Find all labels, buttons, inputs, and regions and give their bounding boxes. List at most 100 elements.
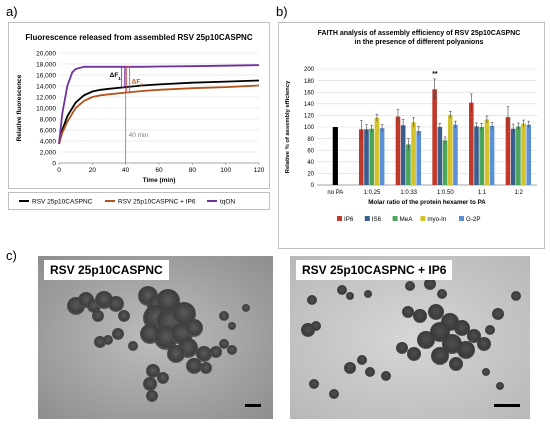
chart-b-frame: FAITH analysis of assembly efficiency of… <box>278 22 545 249</box>
chart-b-ytick-label: 20 <box>307 172 314 178</box>
chart-b-significance-label: ** <box>432 71 438 78</box>
chart-b-bar <box>453 124 458 185</box>
chart-a-xtick-label: 60 <box>155 167 163 174</box>
chart-b-bar <box>416 131 422 185</box>
chart-b-legend-swatch <box>459 216 464 221</box>
chart-b-legend-swatch <box>392 216 398 221</box>
chart-b-legend-swatch <box>420 216 426 221</box>
chart-b-bar <box>395 116 401 185</box>
chart-a-40min-label: 40 min <box>129 132 149 139</box>
chart-a-delta-f1-bracket <box>121 66 126 88</box>
chart-b-bar <box>447 114 453 185</box>
chart-b-bar <box>474 126 479 185</box>
chart-b-bar <box>411 122 416 185</box>
micrograph-left: RSV 25p10CASPNC <box>38 256 273 419</box>
chart-a-legend: RSV 25p10CASPNC RSV 25p10CASPNC + IP6 tqON <box>8 192 270 210</box>
chart-a-ytick-label: 12,000 <box>36 95 56 102</box>
chart-b-ytick-label: 160 <box>304 90 315 96</box>
chart-b-ytick-label: 120 <box>304 114 315 120</box>
chart-b-category-label: 1:0.50 <box>437 190 454 196</box>
chart-a-delta-f1-label: ΔF1 <box>110 72 122 81</box>
chart-a-series-line <box>58 84 260 145</box>
chart-b-bar <box>369 128 374 185</box>
chart-a-delta-f2-bracket <box>126 66 131 94</box>
chart-a-series-line <box>58 64 260 144</box>
chart-a-xtick-label: 40 <box>122 167 130 174</box>
chart-b-title: FAITH analysis of assembly efficiency of… <box>318 30 521 37</box>
chart-b-ytick-label: 60 <box>307 148 314 154</box>
micrograph-right-image <box>290 256 530 419</box>
chart-b-ytick-label: 100 <box>304 125 315 131</box>
chart-b-ytick-label: 40 <box>307 160 314 166</box>
chart-a-title: Fluorescence released from assembled RSV… <box>25 33 252 42</box>
chart-a-xtick-label: 0 <box>57 167 61 174</box>
chart-b-bar <box>521 123 526 185</box>
chart-b-bar <box>489 125 495 185</box>
chart-a-delta-f2-sub: 2 <box>140 82 143 87</box>
chart-b-bar <box>442 140 448 185</box>
chart-b-legend-label: MeA <box>400 216 414 223</box>
chart-b-bar <box>469 102 474 185</box>
chart-a-frame: Fluorescence released from assembled RSV… <box>8 22 270 189</box>
chart-a-delta-f2-label: ΔF2 <box>132 78 144 87</box>
chart-b-subtitle: in the presence of different polyanions <box>355 39 484 46</box>
chart-a-ytick-label: 4,000 <box>40 139 57 146</box>
chart-b-ytick-label: 200 <box>304 67 315 73</box>
chart-b-ytick-label: 180 <box>304 79 315 85</box>
chart-a-legend-label: RSV 25p10CASPNC + IP6 <box>118 199 196 206</box>
panel-label-b: b) <box>276 4 288 19</box>
chart-b-category-label: 1:0.25 <box>364 190 381 196</box>
chart-b-category-label: no PA <box>327 190 343 196</box>
chart-b-ytick-label: 140 <box>304 102 315 108</box>
chart-b-bar <box>400 125 406 185</box>
chart-a-xtick-label: 20 <box>89 167 97 174</box>
chart-a-xlabel: Time (min) <box>143 177 176 184</box>
fluorescence-line-chart: Fluorescence released from assembled RSV… <box>16 33 265 184</box>
panel-label-a: a) <box>6 4 18 19</box>
chart-b-bar <box>479 127 484 185</box>
chart-a-xtick-label: 120 <box>254 167 265 174</box>
chart-a-ytick-label: 20,000 <box>36 51 56 58</box>
chart-b-legend-swatch <box>337 216 342 221</box>
chart-b-xlabel: Molar ratio of the protein hexamer to PA <box>368 199 486 206</box>
chart-a-xtick-label: 100 <box>220 167 231 174</box>
chart-b-ytick-label: 0 <box>311 183 315 189</box>
chart-b-category-label: 1:1 <box>478 190 487 196</box>
chart-a-legend-svg: RSV 25p10CASPNC RSV 25p10CASPNC + IP6 tqON <box>19 199 235 206</box>
chart-b-legend-label: IS6 <box>372 216 382 223</box>
chart-a-ytick-label: 6,000 <box>40 128 57 135</box>
chart-a-ytick-label: 14,000 <box>36 84 56 91</box>
chart-b-legend-swatch <box>364 216 370 221</box>
chart-b-ylabel: Relative % of assembly efficiency <box>285 80 291 173</box>
assembly-efficiency-bar-chart: FAITH analysis of assembly efficiency of… <box>285 30 537 223</box>
chart-b-category-label: 1:2 <box>514 190 523 196</box>
chart-b-category-label: 1:0.33 <box>400 190 417 196</box>
micrograph-right-label: RSV 25p10CASPNC + IP6 <box>296 260 453 280</box>
micrograph-right: RSV 25p10CASPNC + IP6 <box>290 256 530 419</box>
chart-b-bar <box>510 128 516 185</box>
chart-b-bar <box>379 128 385 185</box>
chart-a-ylabel: Relative fluorescence <box>16 74 23 141</box>
chart-b-bar-control <box>332 127 338 185</box>
chart-b-bar <box>437 127 443 185</box>
chart-a-legend-label: RSV 25p10CASPNC <box>32 199 93 206</box>
chart-a-ytick-label: 8,000 <box>40 117 57 124</box>
chart-a-ytick-label: 2,000 <box>40 150 57 157</box>
micrograph-left-label: RSV 25p10CASPNC <box>44 260 169 280</box>
chart-b-bar <box>505 117 511 185</box>
chart-b-bar <box>516 126 521 185</box>
chart-b-bar <box>374 117 380 185</box>
chart-a-delta-f1-sub: 1 <box>118 76 121 81</box>
panel-label-c: c) <box>6 248 17 263</box>
chart-a-xtick-label: 80 <box>189 167 197 174</box>
chart-b-bar <box>432 89 437 185</box>
chart-b-legend-label: IP6 <box>344 216 354 223</box>
chart-a-legend-label: tqON <box>220 199 235 206</box>
micrograph-left-image <box>38 256 273 419</box>
chart-b-legend-label: myo-In <box>427 216 446 223</box>
chart-b-legend-label: G-2P <box>466 216 480 223</box>
chart-a-ytick-label: 0 <box>52 161 56 168</box>
chart-a-ytick-label: 16,000 <box>36 73 56 80</box>
chart-b-ytick-label: 80 <box>307 137 314 143</box>
chart-b-bar <box>526 124 532 185</box>
